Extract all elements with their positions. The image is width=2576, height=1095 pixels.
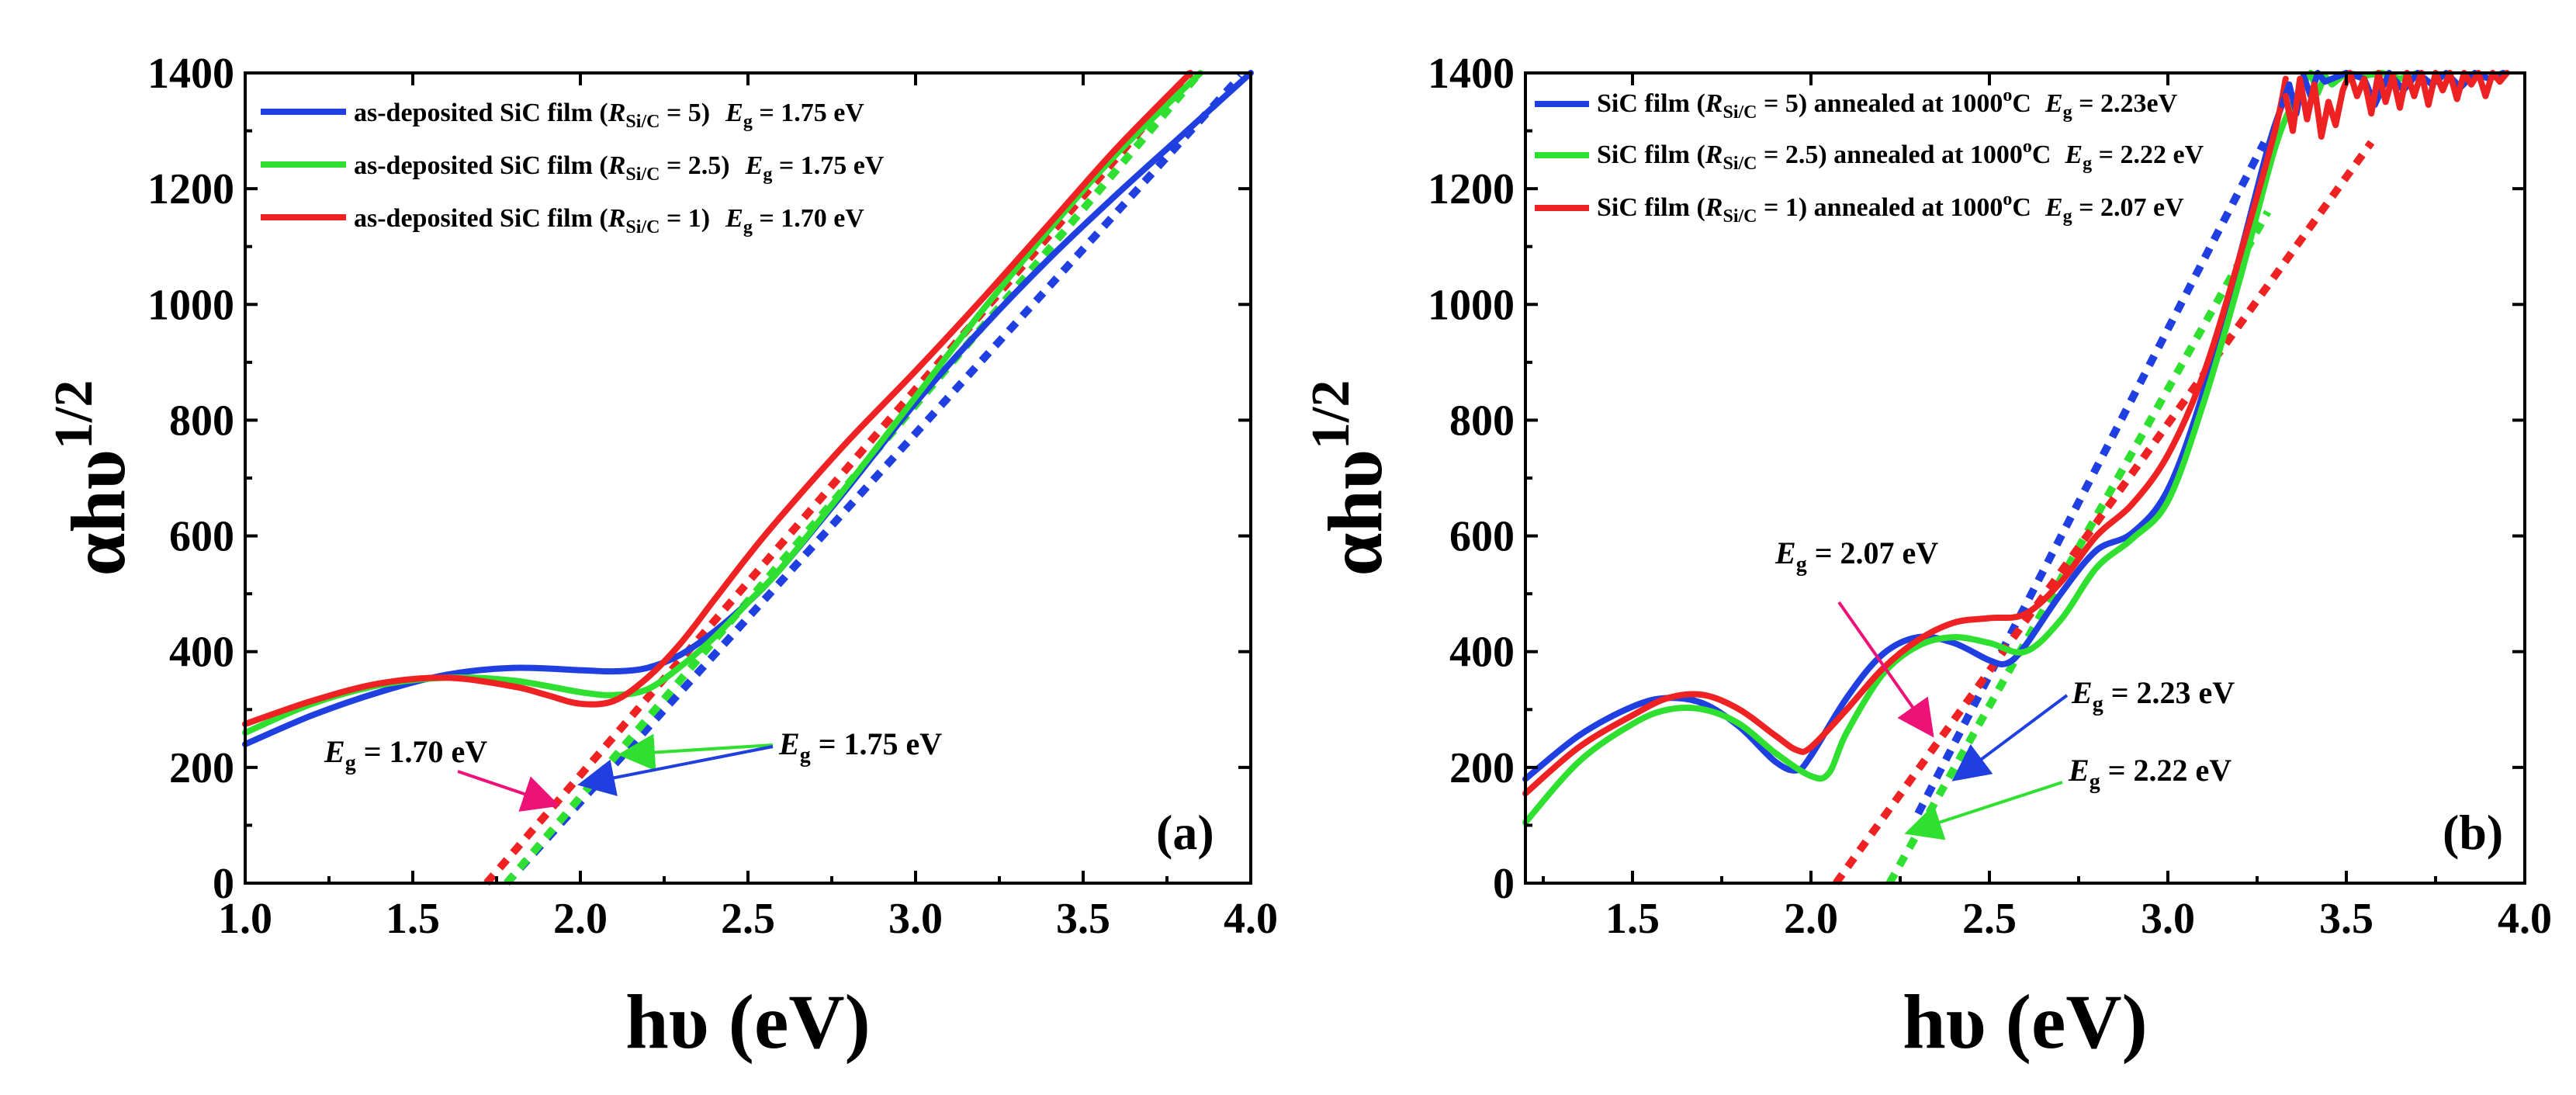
y-tick-label: 800 [1449,397,1515,445]
axis-ticks: 1.0 1.5 2.0 2.5 3.0 3.5 4.0 0 200 400 600 800 1000 12… [147,50,1278,943]
y-tick-label: 1000 [147,281,234,329]
legend-entry: as-deposited SiC film (RSi/C = 1) Eg = 1.… [354,204,864,237]
y-tick-label: 1400 [1428,50,1515,98]
fit-line-red [483,70,1194,886]
x-tick-label: 4.0 [2498,895,2552,943]
data-series [1522,70,2510,826]
series-line-blue [1522,102,2286,782]
legend-entry: as-deposited SiC film (RSi/C = 5) Eg = 1.… [354,99,864,132]
annotation-arrow-blue [577,745,774,796]
y-tick-label: 200 [1449,744,1515,792]
legend: as-deposited SiC film (RSi/C = 5) Eg = 1.… [261,99,885,237]
y-tick-label: 600 [1449,513,1515,561]
series-line-green [1522,70,2314,826]
y-tick-label: 800 [169,397,234,445]
noisy-tail-red [2282,70,2510,140]
annotation-eg-175: Eg = 1.75 eV [778,726,942,768]
x-tick-label: 2.0 [1784,895,1838,943]
annotations: Eg = 1.70 eV Eg = 1.75 eV [324,726,942,812]
series-line-red [242,70,1194,727]
y-tick-label: 400 [169,629,234,677]
x-axis-title: hυ (eV) [625,979,871,1065]
annotation-eg-223: Eg = 2.23 eV [2071,675,2235,716]
y-axis-title: αhυ1/2 [44,380,141,577]
y-tick-label: 400 [1449,629,1515,677]
x-tick-label: 3.5 [1056,895,1110,943]
legend-entry: SiC film (RSi/C = 1) annealed at 1000oC E… [1597,189,2184,227]
annotation-arrow-pink [1837,601,1934,738]
x-tick-label: 4.0 [1224,895,1278,943]
fit-line-blue [1914,140,2268,816]
data-series [242,70,1254,747]
y-tick-label: 600 [169,513,234,561]
y-tick-label: 1200 [147,165,234,213]
legend-entry: as-deposited SiC film (RSi/C = 2.5) Eg = … [354,151,885,185]
panel-label: (b) [2443,805,2503,860]
legend: SiC film (RSi/C = 5) annealed at 1000oC E… [1535,85,2204,227]
y-tick-label: 0 [213,860,234,908]
annotation-arrow-green [618,733,774,771]
x-tick-label: 2.5 [1962,895,2017,943]
annotation-eg-170: Eg = 1.70 eV [324,734,487,775]
annotation-eg-207: Eg = 2.07 eV [1774,535,1938,577]
x-tick-label: 2.5 [721,895,775,943]
fit-line-blue [504,73,1244,886]
annotations: Eg = 2.07 eV Eg = 2.23 eV Eg = 2.22 eV [1774,535,2235,840]
annotation-arrow-blue [1951,694,2069,781]
annotation-arrow-pink [457,770,560,812]
x-tick-label: 2.0 [553,895,608,943]
y-tick-label: 1400 [147,50,234,98]
series-line-red [1522,75,2289,797]
axis-ticks: 1.5 2.0 2.5 3.0 3.5 4.0 0 200 400 600 800 1000 1200 1… [1428,50,2552,943]
y-axis-title: αhυ1/2 [1301,380,1398,577]
annotation-eg-222: Eg = 2.22 eV [2068,753,2231,794]
y-tick-label: 0 [1493,860,1515,908]
x-tick-label: 3.0 [888,895,943,943]
x-tick-label: 1.5 [1605,895,1660,943]
x-tick-label: 1.0 [218,895,272,943]
annotation-arrow-green [1904,781,2063,840]
x-tick-label: 3.0 [2141,895,2195,943]
panel-b: 1.5 2.0 2.5 3.0 3.5 4.0 0 200 400 600 800 1000 1200 1… [1301,50,2552,1065]
y-tick-label: 1000 [1428,281,1515,329]
panel-a: 1.0 1.5 2.0 2.5 3.0 3.5 4.0 0 200 400 600 800 1000 12… [44,50,1278,1065]
legend-entry: SiC film (RSi/C = 2.5) annealed at 1000o… [1597,137,2204,174]
legend-entry: SiC film (RSi/C = 5) annealed at 1000oC E… [1597,85,2178,123]
panel-label: (a) [1156,805,1214,860]
fit-lines [483,70,1244,886]
x-tick-label: 3.5 [2319,895,2373,943]
x-tick-label: 1.5 [386,895,440,943]
y-tick-label: 200 [169,744,234,792]
x-axis-title: hυ (eV) [1903,979,2148,1065]
y-tick-label: 1200 [1428,165,1515,213]
